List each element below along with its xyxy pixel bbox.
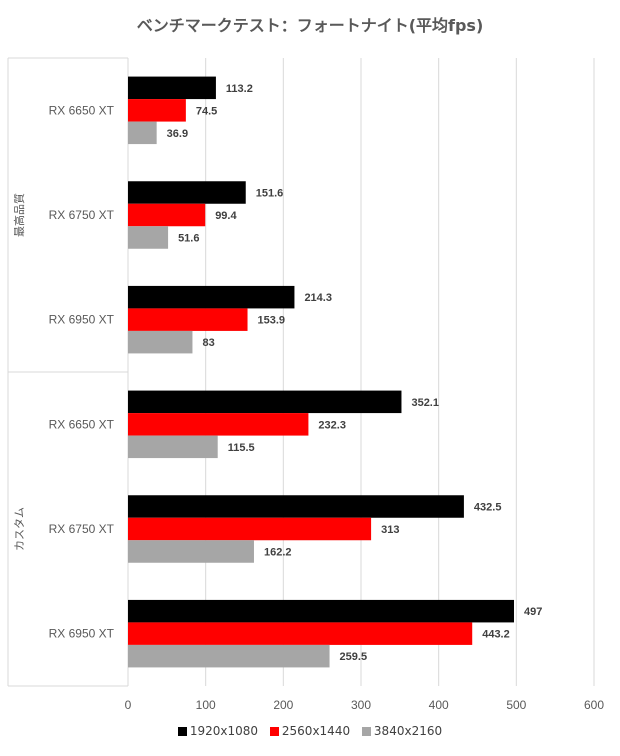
legend-swatch-1920 (177, 726, 187, 736)
data-label: 153.9 (258, 315, 286, 327)
category-label: RX 6650 XT (49, 417, 115, 431)
category-label: RX 6750 XT (49, 522, 115, 536)
x-tick-label: 200 (273, 698, 293, 712)
legend-item-3840: 3840x2160 (361, 724, 443, 738)
x-tick-label: 400 (429, 698, 449, 712)
bar (128, 517, 372, 541)
x-tick-label: 600 (584, 698, 604, 712)
bar (128, 413, 309, 436)
bar (128, 390, 402, 414)
x-tick-label: 100 (196, 698, 216, 712)
legend-label-2560: 2560x1440 (281, 724, 351, 738)
bar (128, 76, 216, 100)
data-label: 74.5 (196, 105, 217, 117)
bar (128, 495, 464, 518)
bar (128, 599, 515, 623)
legend-label-1920: 1920x1080 (189, 724, 259, 738)
bar (128, 121, 157, 145)
x-tick-label: 300 (351, 698, 371, 712)
data-label: 432.5 (474, 502, 502, 514)
x-tick-label: 500 (506, 698, 526, 712)
data-label: 214.3 (304, 292, 332, 304)
group-label: 最高品質 (12, 193, 26, 237)
data-label: 36.9 (167, 128, 188, 140)
chart-title: ベンチマークテスト：フォートナイト(平均fps) (136, 16, 484, 35)
bar (128, 181, 246, 204)
bar (128, 330, 193, 354)
bar (128, 644, 330, 668)
x-tick-label: 0 (125, 698, 132, 712)
category-label: RX 6750 XT (49, 208, 115, 222)
category-label: RX 6950 XT (49, 313, 115, 327)
data-label: 151.6 (256, 188, 284, 200)
bar (128, 99, 186, 122)
legend-item-2560: 2560x1440 (269, 724, 351, 738)
category-label: RX 6950 XT (49, 627, 115, 641)
data-label: 443.2 (482, 629, 510, 641)
legend: 1920x1080 2560x1440 3840x2160 (0, 724, 620, 739)
data-label: 162.2 (264, 547, 292, 559)
bar (128, 622, 473, 645)
bar (128, 285, 295, 309)
data-label: 113.2 (226, 83, 253, 95)
data-label: 497 (524, 606, 542, 618)
data-label: 115.5 (228, 442, 255, 454)
legend-swatch-3840 (361, 726, 371, 736)
legend-item-1920: 1920x1080 (177, 724, 259, 738)
data-label: 83 (202, 337, 214, 349)
group-label: カスタム (13, 507, 26, 551)
bar (128, 226, 169, 249)
legend-swatch-2560 (269, 726, 279, 736)
data-label: 259.5 (340, 651, 368, 663)
data-label: 99.4 (215, 210, 237, 222)
data-label: 232.3 (318, 419, 346, 431)
data-label: 313 (381, 524, 399, 536)
category-label: RX 6650 XT (49, 103, 115, 117)
data-label: 352.1 (411, 397, 439, 409)
bar (128, 203, 206, 227)
legend-label-3840: 3840x2160 (373, 724, 443, 738)
bar (128, 540, 254, 563)
data-label: 51.6 (178, 233, 199, 245)
bar (128, 435, 218, 459)
bar (128, 308, 248, 331)
